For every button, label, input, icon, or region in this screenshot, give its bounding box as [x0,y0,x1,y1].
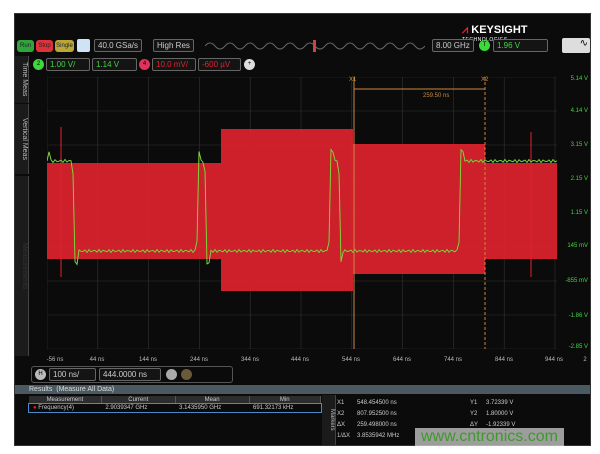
acquisition-mode[interactable]: High Res [153,39,194,52]
oscilloscope-screen: ⩘ KEYSIGHTTECHNOLOGIES Run Stop Single 4… [14,13,591,446]
markers-y: Y1 3.72339 V Y2 1.80000 V ΔY -1.92339 V [470,400,516,428]
y-tick: 2.15 V [570,176,588,182]
run-button[interactable]: Run [17,40,34,52]
measurement-current: 2.9039347 GHz [105,405,148,411]
x-tick: 44 ns [89,357,105,363]
x-tick: 2 [583,357,587,363]
single-button[interactable]: Single [55,40,74,52]
measurement-mean: 3.1435950 GHz [179,405,222,411]
timebase-overview[interactable] [205,40,425,52]
y-tick: -2.85 V [568,344,588,350]
x-tick: 244 ns [189,357,209,363]
ch4-scale[interactable]: 10.0 mV/ [152,58,196,71]
x-tick: 744 ns [443,357,463,363]
col-mean: Mean [175,396,250,404]
col-measurement: Measurement [29,396,102,404]
col-min: Min [249,396,322,404]
x-tick: 344 ns [240,357,260,363]
x-tick: -56 ns [46,357,64,363]
waveform-menu-icon[interactable]: ∿ [562,38,590,53]
ch4-offset[interactable]: -600 µV [198,58,241,71]
tab-vertical-meas[interactable]: Vertical Meas [15,104,29,174]
channel-2-icon[interactable]: 2 [33,59,44,70]
x-tick: 544 ns [341,357,361,363]
ch4-envelope [353,144,485,274]
y-tick: 1.15 V [570,210,588,216]
y-tick: 3.15 V [570,142,588,148]
tab-time-meas[interactable]: Time Meas [15,56,29,103]
x-tick: 144 ns [138,357,158,363]
measurement-min: 691.32173 kHz [253,405,294,411]
ch4-envelope [47,163,221,259]
sample-rate[interactable]: 40.0 GSa/s [94,39,143,52]
table-header: Measurement Current Mean Min [29,396,322,404]
markers-x: X1 548.454500 ns X2 807.952500 ns ΔX 259.49… [337,400,400,439]
table-row[interactable]: ● Frequency(4) 2.9039347 GHz 3.1435950 G… [28,403,322,413]
horizontal-icon[interactable]: H [35,369,46,380]
auto-scale-icon[interactable] [77,39,90,52]
x-tick: 644 ns [392,357,412,363]
measurement-name: Frequency(4) [38,405,74,411]
y-tick: -1.86 V [568,313,588,319]
y-tick: 4.14 V [570,108,588,114]
trigger-icon[interactable]: T [479,40,490,51]
watermark: www.cntronics.com [415,428,564,446]
x-tick: 844 ns [494,357,514,363]
results-title: Results [29,386,53,393]
stop-button[interactable]: Stop [36,40,53,52]
zoom-icon[interactable] [166,369,177,380]
x-tick: 444 ns [290,357,310,363]
time-position[interactable]: 444.0000 ns [99,368,161,381]
pause-icon[interactable] [181,369,192,380]
tab-markers[interactable]: Markers [322,395,336,445]
y-tick: 145 mV [567,243,588,249]
ch2-scale[interactable]: 1.00 V/ [46,58,90,71]
trigger-level[interactable]: 1.96 V [493,39,548,52]
col-current: Current [101,396,176,404]
results-subtitle: (Measure All Data) [56,386,115,393]
time-scale[interactable]: 100 ns/ [49,368,96,381]
waveform-display [47,77,557,349]
bandwidth[interactable]: 8.00 GHz [432,39,474,52]
ch4-envelope [485,163,557,259]
results-table: Measurement Current Mean Min ● Frequency… [28,396,322,413]
cursor-x1-label[interactable]: X1 [349,77,357,83]
cursor-delta: 259.50 ns [423,93,450,99]
tab-measurements[interactable]: Measurements [15,176,29,356]
ch2-offset[interactable]: 1.14 V [92,58,137,71]
channel-4-icon[interactable]: 4 [139,59,150,70]
ch2-trace-highlight [47,148,557,265]
add-channel-button[interactable]: + [244,59,255,70]
x-tick: 944 ns [544,357,564,363]
cursor-x2-label[interactable]: X2 [481,77,489,83]
results-header: Results (Measure All Data) [15,385,590,394]
y-tick: -855 mV [565,278,588,284]
y-tick: 5.14 V [570,76,588,82]
horizontal-controls: H 100 ns/ 444.0000 ns [31,366,233,383]
